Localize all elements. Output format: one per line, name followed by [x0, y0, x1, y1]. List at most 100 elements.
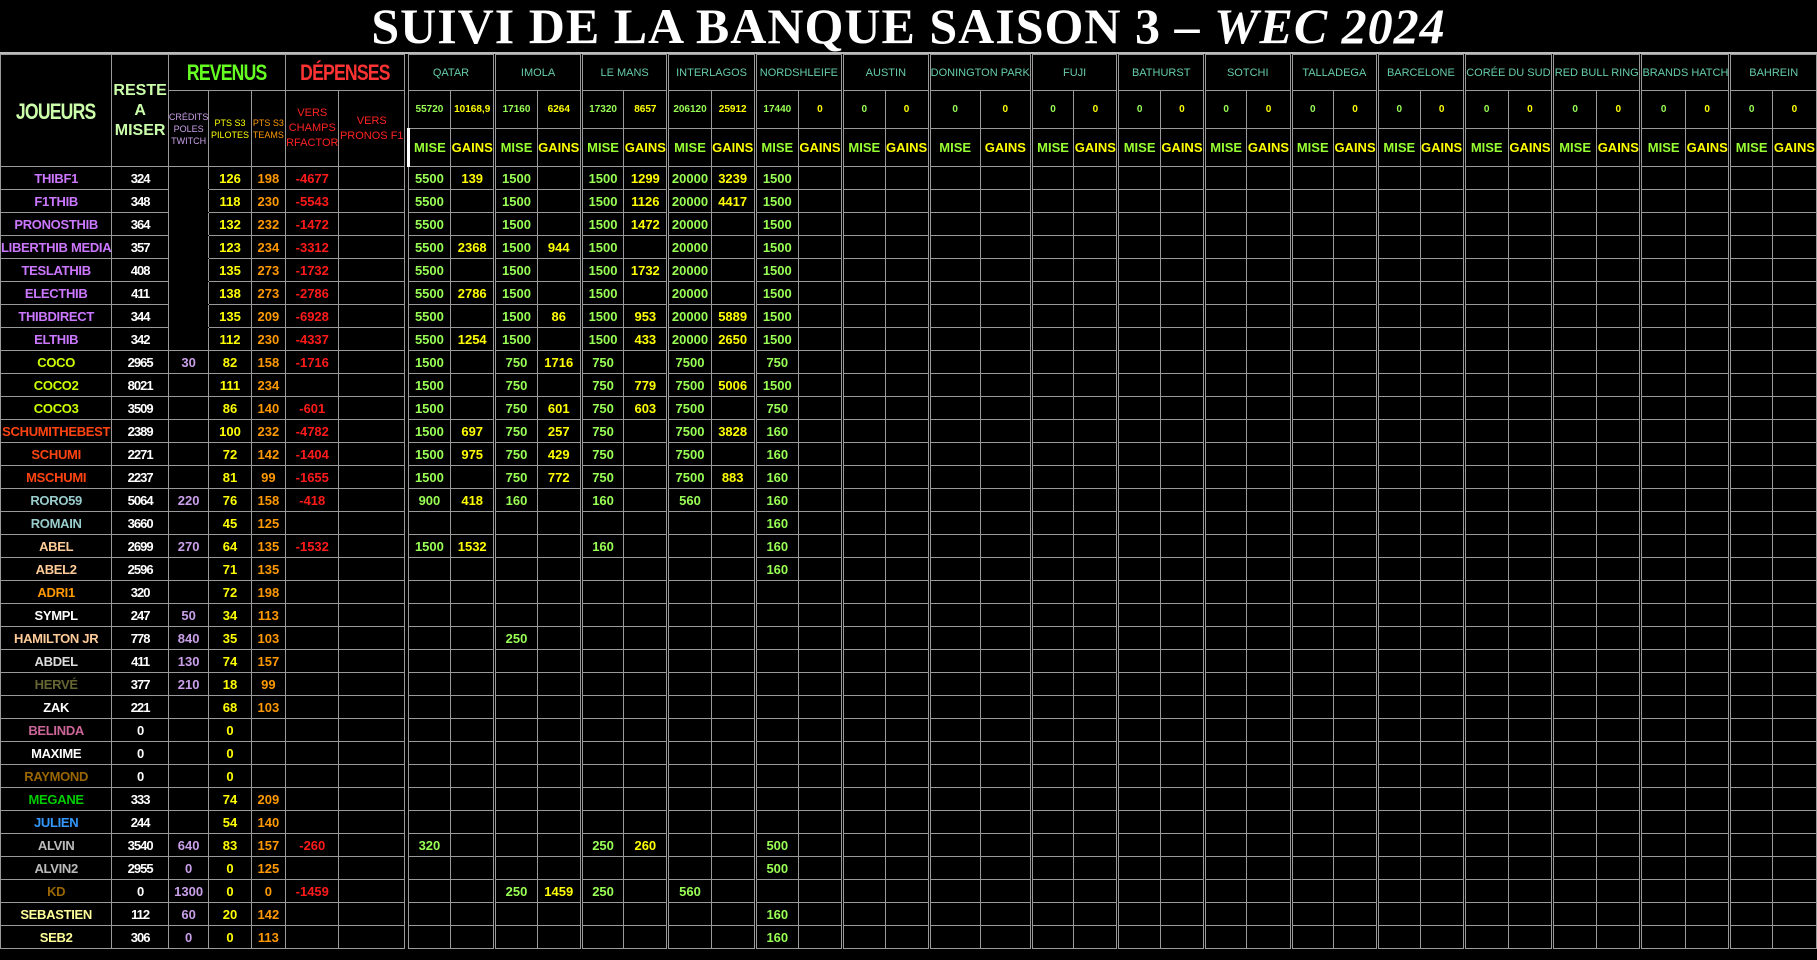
player-vers-pronos — [338, 189, 406, 213]
bet-gains — [1419, 580, 1465, 604]
bet-mise — [1551, 741, 1598, 765]
player-pts-pilotes: 123 — [208, 235, 252, 259]
race-gains-total-text: 0 — [1002, 104, 1009, 115]
bet-mise — [1639, 166, 1686, 190]
bet-mise: 750 — [579, 350, 625, 374]
race-header-le-mans: LE MANS — [579, 54, 669, 91]
player-name: ALVIN2 — [0, 856, 113, 880]
bet-gains — [1332, 534, 1379, 558]
bet-gains: 5889 — [710, 304, 756, 328]
bet-mise-text: 1500 — [588, 331, 618, 347]
player-vers-pronos — [338, 166, 406, 190]
bet-mise — [927, 718, 981, 742]
bet-gains — [1507, 396, 1554, 420]
bet-mise — [1728, 649, 1773, 673]
player-pts-teams — [250, 764, 287, 788]
bet-gains — [1771, 603, 1817, 627]
bet-gains — [797, 695, 844, 719]
bet-mise — [1551, 465, 1598, 489]
bet-mise — [1116, 534, 1161, 558]
player-pts-pilotes-text: 132 — [219, 216, 241, 232]
bet-gains — [797, 626, 844, 650]
bet-mise — [1029, 281, 1075, 305]
bet-gains: 418 — [450, 488, 496, 512]
race-mise-total: 0 — [1289, 90, 1334, 129]
bet-mise — [666, 603, 712, 627]
bet-gains — [710, 856, 756, 880]
bet-mise — [579, 902, 625, 926]
bet-mise — [1728, 856, 1773, 880]
bet-mise: 250 — [579, 833, 625, 857]
bet-gains — [1771, 649, 1817, 673]
bet-gains — [979, 235, 1032, 259]
bet-mise — [493, 649, 538, 673]
bet-mise-text: 5500 — [414, 193, 444, 209]
bet-mise — [1116, 557, 1161, 581]
race-header-bahrein-text: BAHREIN — [1749, 66, 1799, 79]
race-gains-total: 10168,9 — [450, 90, 496, 129]
bet-mise — [1639, 557, 1686, 581]
bet-gains — [1419, 465, 1465, 489]
player-pts-teams: 157 — [250, 833, 287, 857]
bet-mise-text: 1500 — [502, 216, 531, 232]
bet-gains — [1332, 902, 1379, 926]
bet-mise — [1289, 304, 1334, 328]
player-vers-pronos — [338, 373, 406, 397]
bet-gains — [797, 166, 844, 190]
bet-gains — [1246, 281, 1292, 305]
bet-mise — [927, 304, 981, 328]
race-header-red-bull-ring-text: RED BULL RING — [1554, 66, 1639, 79]
player-pts-teams-text: 125 — [257, 515, 280, 531]
bet-gains — [1073, 465, 1119, 489]
bet-mise — [1639, 741, 1686, 765]
player-vers-pronos — [338, 718, 406, 742]
player-reste-text: 8021 — [127, 377, 154, 393]
player-vers-champs — [285, 580, 340, 604]
race-gains-total: 0 — [1419, 90, 1465, 129]
bet-mise: 1500 — [493, 235, 538, 259]
player-pts-pilotes: 0 — [208, 879, 252, 903]
bet-gains — [1246, 879, 1292, 903]
player-vers-champs-text: -418 — [299, 492, 326, 508]
race-gains-total-text: 0 — [1352, 104, 1358, 115]
bet-gains — [1073, 741, 1119, 765]
bet-gains — [623, 488, 669, 512]
player-reste-text: 320 — [130, 584, 151, 600]
race-gains-total-text: 0 — [1438, 104, 1445, 115]
bet-mise — [841, 534, 886, 558]
bet-gains: 4417 — [710, 189, 756, 213]
race-mise-total-text: 0 — [1396, 104, 1403, 115]
bet-mise — [1289, 879, 1334, 903]
race-header-barcelone: BARCELONE — [1376, 54, 1465, 91]
race-mise-total: 0 — [1728, 90, 1773, 129]
bet-gains — [1507, 327, 1554, 351]
bet-gains: 1126 — [623, 189, 669, 213]
bet-mise — [1029, 350, 1075, 374]
bet-gains — [1771, 465, 1817, 489]
bet-mise — [1462, 902, 1509, 926]
race-mise-total: 206120 — [666, 90, 712, 129]
bet-gains — [1771, 856, 1817, 880]
bet-mise — [1551, 649, 1598, 673]
bet-gains — [1073, 534, 1119, 558]
player-name: SEBASTIEN — [0, 902, 113, 926]
bet-mise — [1639, 810, 1686, 834]
bank-table: JOUEURS RESTE A MISER REVENUS DÉPENSES QATAR… — [0, 54, 1817, 949]
bet-mise: 1500 — [579, 189, 625, 213]
player-credits — [167, 580, 210, 604]
bet-gains — [710, 212, 756, 236]
player-credits: 840 — [167, 626, 210, 650]
gains-header: GAINS — [979, 128, 1032, 167]
bet-mise-text: 1500 — [588, 285, 618, 301]
bet-mise — [1376, 810, 1421, 834]
bet-gains — [1507, 419, 1554, 443]
bet-mise-text: 320 — [418, 837, 441, 853]
bet-gains — [979, 856, 1032, 880]
bet-gains — [710, 281, 756, 305]
bet-gains — [1159, 511, 1205, 535]
bet-gains — [884, 419, 930, 443]
bet-mise — [579, 718, 625, 742]
bet-mise — [1639, 672, 1686, 696]
bet-mise — [1289, 787, 1334, 811]
bet-gains: 2368 — [450, 235, 496, 259]
